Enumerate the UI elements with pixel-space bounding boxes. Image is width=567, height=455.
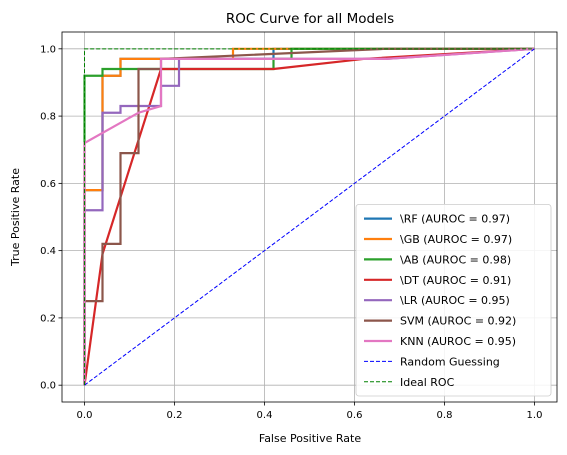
y-tick-label: 0.6 [40,179,56,190]
legend-label: Random Guessing [400,355,500,368]
plot-lines [83,47,535,386]
y-tick-label: 0.0 [40,381,56,392]
legend-label: \RF (AUROC = 0.97) [400,213,510,226]
legend: \RF (AUROC = 0.97) \GB (AUROC = 0.97) \AB … [355,203,552,397]
axis-ticks: 0.0 0.2 0.4 0.6 0.8 1.0 0.0 0.2 0.4 0.6 0.8 1.0 [40,44,542,421]
series-line-knn-auroc-0-95 [83,47,535,386]
x-tick-label: 0.6 [347,410,363,421]
legend-label: KNN (AUROC = 0.95) [400,335,516,348]
chart-title: ROC Curve for all Models [226,11,394,27]
series-line-dt-auroc-0-91 [83,47,535,386]
y-axis-label: True Positive Rate [9,168,22,267]
x-axis-label: False Positive Rate [259,432,361,445]
legend-label: \LR (AUROC = 0.95) [400,294,510,307]
x-tick-label: 1.0 [527,410,543,421]
legend-label: \GB (AUROC = 0.97) [400,233,512,246]
legend-label: \DT (AUROC = 0.91) [400,274,511,287]
legend-box [355,203,552,397]
y-tick-label: 0.2 [40,313,56,324]
plot-frame [61,31,558,403]
x-tick-label: 0.8 [437,410,453,421]
legend-label: SVM (AUROC = 0.92) [400,315,516,328]
series-line-gb-auroc-0-97 [83,47,535,386]
x-tick-label: 0.0 [77,410,93,421]
x-tick-label: 0.2 [167,410,183,421]
y-tick-label: 0.4 [40,246,56,257]
series-line-ideal-roc [84,48,535,386]
x-tick-label: 0.4 [257,410,273,421]
legend-label: \AB (AUROC = 0.98) [400,253,511,266]
y-tick-label: 0.8 [40,112,56,123]
legend-label: Ideal ROC [400,376,455,389]
series-line-random-guessing [84,48,535,386]
series-line-svm-auroc-0-92 [83,47,535,386]
y-tick-label: 1.0 [40,44,56,55]
